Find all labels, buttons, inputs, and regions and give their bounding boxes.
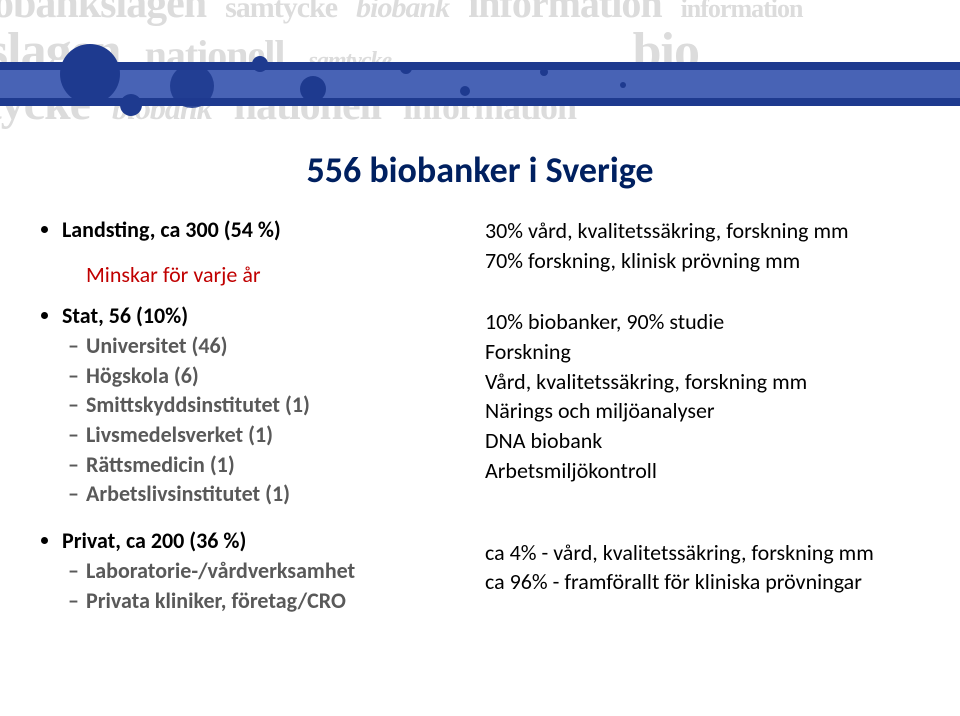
group-heading: Landsting, ca 300 (54 %)	[62, 216, 475, 243]
red-note: Minskar för varje år	[40, 261, 475, 288]
right-line: Vård, kvalitetssäkring, forskning mm	[485, 367, 920, 397]
header-dots	[0, 58, 960, 108]
list-item: Universitet (46)	[68, 331, 475, 361]
list-item: Smittskyddsinstitutet (1)	[68, 390, 475, 420]
right-line: Forskning	[485, 337, 920, 367]
group-heading: Stat, 56 (10%) Universitet (46) Högskola…	[62, 302, 475, 509]
list-item: Arbetslivsinstitutet (1)	[68, 479, 475, 509]
right-line: Arbetsmiljökontroll	[485, 456, 920, 486]
list-item: Rättsmedicin (1)	[68, 450, 475, 480]
columns: Landsting, ca 300 (54 %) Minskar för var…	[40, 216, 920, 634]
slide-content: 556 biobanker i Sverige Landsting, ca 30…	[40, 140, 920, 634]
right-column: 30% vård, kvalitetssäkring, forskning mm…	[485, 216, 920, 634]
right-line: 30% vård, kvalitetssäkring, forskning mm	[485, 216, 920, 246]
list-item: Privata kliniker, företag/CRO	[68, 586, 475, 616]
right-line: Närings och miljöanalyser	[485, 396, 920, 426]
list-item: Livsmedelsverket (1)	[68, 420, 475, 450]
list-item: Högskola (6)	[68, 361, 475, 391]
right-line: 10% biobanker, 90% studie	[485, 307, 920, 337]
slide-title: 556 biobanker i Sverige	[40, 148, 920, 192]
group-heading: Privat, ca 200 (36 %) Laboratorie-/vårdv…	[62, 527, 475, 615]
right-line: ca 96% - framförallt för kliniska prövni…	[485, 567, 920, 597]
right-line: DNA biobank	[485, 426, 920, 456]
right-line: 70% forskning, klinisk prövning mm	[485, 246, 920, 276]
left-column: Landsting, ca 300 (54 %) Minskar för var…	[40, 216, 475, 634]
right-line: ca 4% - vård, kvalitetssäkring, forsknin…	[485, 538, 920, 568]
list-item: Laboratorie-/vårdverksamhet	[68, 556, 475, 586]
